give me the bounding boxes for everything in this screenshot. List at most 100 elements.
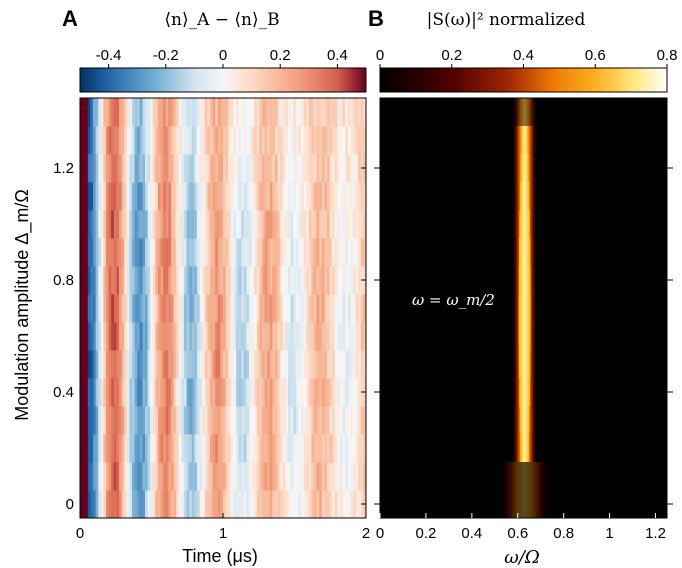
heatmap-a-cell [124, 98, 128, 127]
heatmap-a-cell [85, 378, 89, 407]
heatmap-a-cell [272, 126, 276, 155]
heatmap-a-cell [314, 126, 317, 155]
heatmap-a-cell [126, 462, 130, 491]
heatmap-a-cell [186, 266, 190, 295]
heatmap-a-cell [314, 210, 317, 239]
heatmap-a-cell [155, 238, 159, 267]
heatmap-a-cell [233, 266, 237, 295]
heatmap-a-cell [262, 98, 265, 127]
heatmap-a-cell [178, 406, 182, 435]
heatmap-a-cell [285, 238, 289, 267]
heatmap-a-cell [293, 126, 297, 155]
heatmap-a-cell [181, 238, 185, 267]
heatmap-a-cell [191, 154, 195, 183]
heatmap-a-cell [158, 294, 161, 323]
heatmap-a-cell [95, 322, 99, 351]
heatmap-a-cell [277, 462, 281, 491]
heatmap-a-cell [236, 98, 239, 127]
heatmap-a-cell [332, 126, 336, 155]
heatmap-a-cell [345, 238, 349, 267]
heatmap-a-cell [184, 462, 187, 491]
heatmap-a-cell [181, 490, 185, 519]
heatmap-a-cell [202, 98, 206, 127]
heatmap-a-cell [142, 182, 146, 211]
heatmap-a-cell [293, 294, 297, 323]
heatmap-a-cell [316, 350, 320, 379]
heatmap-a-cell [165, 266, 169, 295]
heatmap-a-cell [246, 434, 250, 463]
heatmap-a-cell [189, 210, 193, 239]
heatmap-a-cell [147, 294, 151, 323]
heatmap-a-cell [103, 406, 107, 435]
heatmap-a-cell [275, 378, 278, 407]
heatmap-a-cell [106, 406, 109, 435]
heatmap-a-cell [308, 378, 312, 407]
heatmap-a-cell [87, 378, 91, 407]
heatmap-a-cell [243, 490, 247, 519]
heatmap-a-cell [163, 294, 167, 323]
heatmap-a-cell [249, 406, 252, 435]
heatmap-a-cell [282, 462, 286, 491]
heatmap-a-cell [207, 294, 211, 323]
heatmap-a-cell [324, 238, 328, 267]
heatmap-a-cell [163, 322, 167, 351]
heatmap-a-cell [355, 406, 359, 435]
heatmap-a-cell [111, 434, 115, 463]
heatmap-a-cell [210, 406, 213, 435]
heatmap-a-cell [191, 434, 195, 463]
heatmap-a-cell [171, 490, 174, 519]
colorbar-b-ticks: 0 0.2 0.4 0.6 0.8 [376, 47, 677, 68]
heatmap-a-cell [95, 490, 99, 519]
heatmap-a-cell [290, 210, 294, 239]
heatmap-a-cell [241, 126, 245, 155]
heatmap-a-cell [85, 98, 89, 127]
heatmap-a-cell [202, 126, 206, 155]
heatmap-a-cell [150, 238, 154, 267]
heatmap-a-cell [306, 378, 310, 407]
heatmap-a-cell [134, 462, 138, 491]
heatmap-a-cell [87, 238, 91, 267]
heatmap-a-cell [308, 490, 312, 519]
heatmap-a-cell [275, 434, 278, 463]
heatmap-a-cell [264, 462, 268, 491]
heatmap-a-cell [145, 98, 148, 127]
heatmap-a-cell [142, 462, 146, 491]
heatmap-a-cell [337, 266, 341, 295]
heatmap-a-cell [111, 406, 115, 435]
heatmap-a-cell [355, 182, 359, 211]
heatmap-a-cell [306, 98, 310, 127]
heatmap-a-cell [249, 434, 252, 463]
heatmap-a-cell [262, 406, 265, 435]
heatmap-a-cell [152, 406, 156, 435]
heatmap-a-cell [347, 378, 351, 407]
heatmap-a-cell [98, 350, 102, 379]
heatmap-a-cell [204, 210, 208, 239]
heatmap-a-cell [246, 490, 250, 519]
heatmap-a-cell [168, 350, 172, 379]
heatmap-a-cell [147, 462, 151, 491]
heatmap-a-cell [129, 434, 133, 463]
heatmap-a-cell [334, 266, 338, 295]
heatmap-a-cell [236, 238, 239, 267]
heatmap-a-cell [295, 266, 299, 295]
heatmap-a-cell [259, 406, 263, 435]
heatmap-a-cell [194, 490, 198, 519]
heatmap-a-cell [111, 322, 115, 351]
spectrum-peak-band [511, 98, 538, 126]
heatmap-a-cell [126, 126, 130, 155]
heatmap-a-cell [334, 350, 338, 379]
heatmap-a-cell [306, 462, 310, 491]
heatmap-a-cell [241, 266, 245, 295]
heatmap-a-cell [139, 126, 143, 155]
heatmap-a-cell [194, 210, 198, 239]
heatmap-a-cell [95, 182, 99, 211]
heatmap-a-cell [243, 434, 247, 463]
heatmap-a-cell [228, 266, 232, 295]
heatmap-a-cell [139, 98, 143, 127]
heatmap-a-cell [256, 350, 260, 379]
heatmap-a-cell [160, 266, 164, 295]
heatmap-a-cell [306, 322, 310, 351]
heatmap-a-cell [358, 350, 362, 379]
heatmap-a-cell [207, 98, 211, 127]
heatmap-a-cell [150, 182, 154, 211]
